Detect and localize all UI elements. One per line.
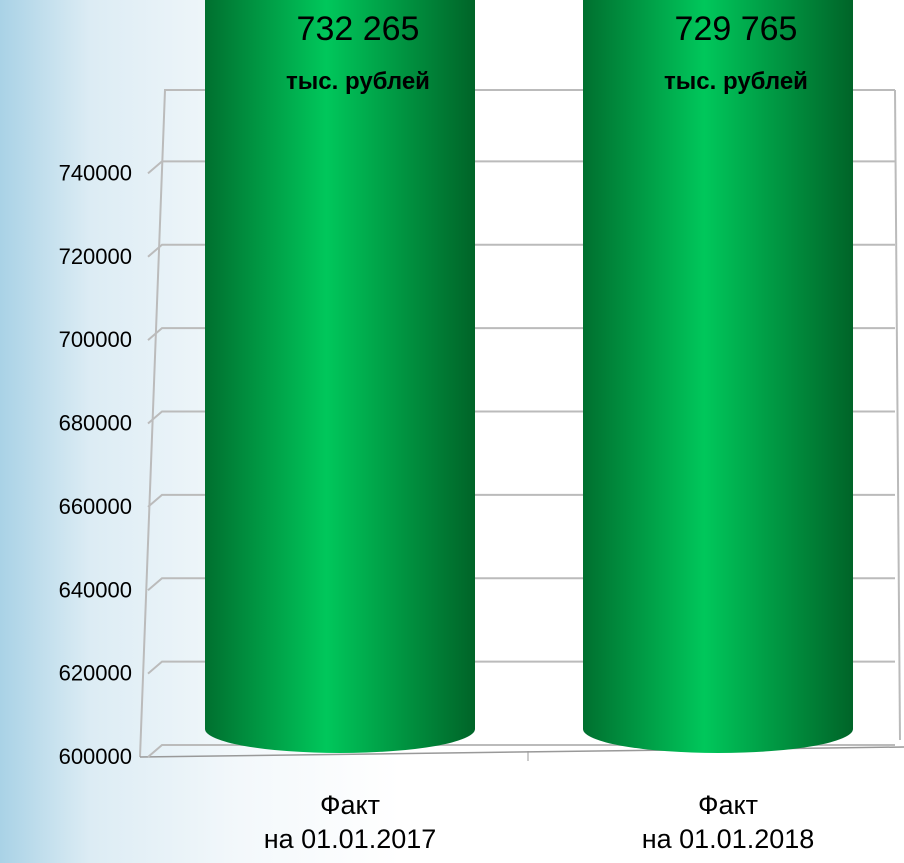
y-tick-label: 620000	[59, 661, 132, 686]
y-tick-label: 700000	[59, 327, 132, 352]
x-tick-label: Факт на 01.01.2018	[641, 790, 815, 854]
total-label: 729 765	[674, 10, 798, 48]
total-unit: тыс. рублей	[286, 68, 430, 95]
bar-segment	[205, 0, 475, 729]
y-tick-label: 600000	[59, 744, 132, 769]
y-tick-label: 740000	[59, 160, 132, 185]
total-label: 732 265	[296, 10, 420, 48]
total-unit: тыс. рублей	[664, 68, 808, 95]
x-tick-label: Факт на 01.01.2017	[263, 790, 437, 854]
right-wall	[894, 89, 901, 741]
y-tick-label: 720000	[59, 244, 132, 269]
y-tick-label: 640000	[59, 577, 132, 602]
y-tick-label: 680000	[59, 411, 132, 436]
y-tick-label: 660000	[59, 494, 132, 519]
bar-segment	[583, 0, 853, 729]
